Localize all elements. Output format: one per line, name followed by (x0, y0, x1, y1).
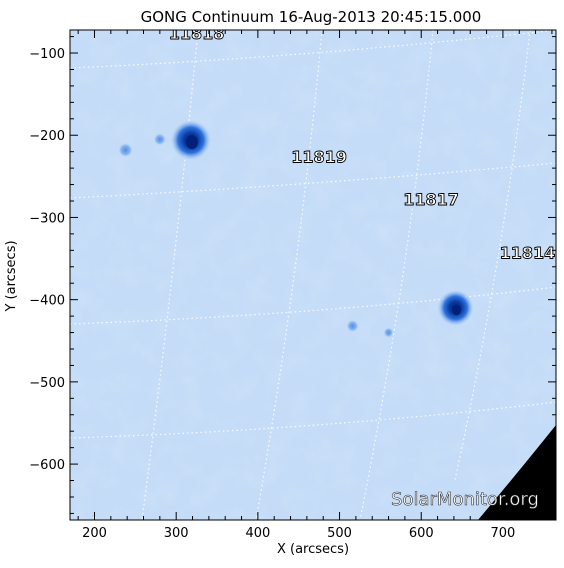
granulation-texture (70, 30, 556, 520)
y-tick-label: −500 (29, 376, 65, 391)
active-region-labels: 11818 11819 11817 11814 (168, 24, 556, 263)
x-tick-label: 600 (409, 526, 434, 541)
x-axis: 200 300 400 500 600 700 (77, 30, 553, 541)
sunspot (117, 142, 134, 158)
sunspot (153, 132, 167, 146)
x-axis-label: X (arcsecs) (277, 542, 349, 557)
sunspot-umbra (452, 304, 462, 316)
y-tick-label: −100 (29, 47, 65, 62)
grid-line (70, 401, 556, 439)
active-region-label: 11819 (291, 147, 347, 166)
y-axis: −100 −200 −300 −400 −500 −600 (29, 36, 556, 514)
grid-line (70, 162, 556, 199)
grid-line (141, 30, 199, 520)
grid-line (255, 30, 323, 520)
space-beyond-limb (478, 425, 556, 520)
grid-line (454, 30, 531, 481)
heliographic-grid (70, 30, 556, 520)
x-tick-label: 200 (82, 526, 107, 541)
x-tick-label: 400 (245, 526, 270, 541)
y-tick-label: −400 (29, 294, 65, 309)
y-tick-label: −300 (29, 211, 65, 226)
plot-frame (69, 29, 557, 521)
active-region-label: 11817 (403, 190, 459, 209)
x-tick-label: 300 (164, 526, 189, 541)
x-tick-label: 500 (327, 526, 352, 541)
active-region-label: 11818 (169, 24, 225, 43)
plot-area: SolarMonitor.org 11818 11819 11817 11814 (70, 24, 556, 520)
sunspot (383, 327, 394, 338)
solarmonitor-watermark: SolarMonitor.org (391, 489, 539, 510)
sunspot-layer (117, 120, 474, 338)
figure-title: GONG Continuum 16-Aug-2013 20:45:15.000 (141, 8, 482, 26)
active-region-label: 11814 (500, 244, 556, 263)
y-axis-label: Y (arcsecs) (4, 240, 19, 312)
x-tick-label: 700 (490, 526, 515, 541)
y-tick-label: −200 (29, 129, 65, 144)
grid-line (359, 30, 434, 520)
grid-line (70, 30, 556, 69)
y-tick-label: −600 (29, 458, 65, 473)
sunspot (346, 319, 360, 333)
sunspot-umbra (185, 135, 198, 150)
grid-line (70, 286, 556, 325)
